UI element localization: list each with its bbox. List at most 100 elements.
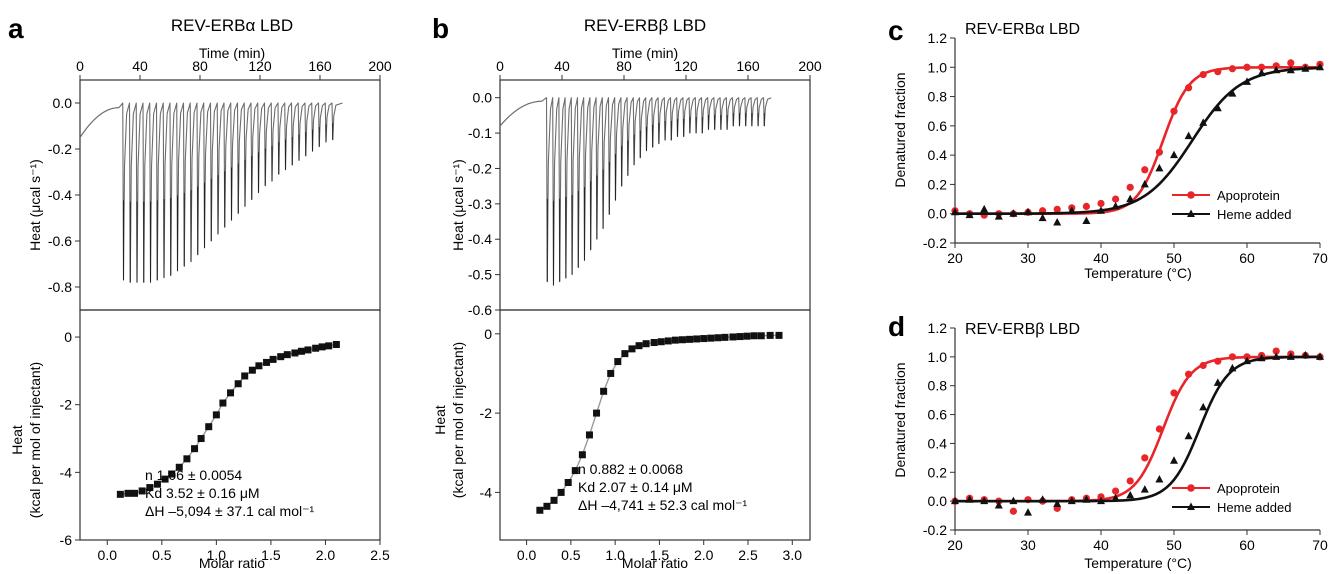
d-ytick-label: 1.0 <box>928 349 948 365</box>
c-point-heme <box>1155 163 1164 172</box>
b_bottom-data-point <box>628 345 636 353</box>
c-point-apoprotein <box>1126 183 1134 191</box>
b_bottom-data-point <box>635 342 643 350</box>
c-point-heme <box>1111 201 1120 210</box>
a_top-xtick-label: 40 <box>132 58 148 74</box>
a_bottom-data-point <box>212 411 220 419</box>
b_bottom-data-point <box>607 369 615 377</box>
b_bottom-data-point <box>729 333 737 341</box>
c-point-heme <box>1170 150 1178 159</box>
c-xtick-label: 70 <box>1312 250 1328 266</box>
b_top-baseline-trace <box>499 100 542 127</box>
c-point-heme <box>951 207 959 216</box>
d-point-heme <box>965 495 974 503</box>
panel-a-annot-n: n 1.06 ± 0.0054 <box>145 467 242 483</box>
d-xtick-label: 60 <box>1239 537 1255 553</box>
b_bottom-data-point <box>775 331 783 339</box>
panel-a-annot-dh: ΔH –5,094 ± 37.1 cal mol⁻¹ <box>145 503 315 519</box>
d-point-apoprotein <box>1228 353 1236 361</box>
d-point-apoprotein <box>1185 370 1193 378</box>
c-point-heme <box>1228 89 1237 97</box>
a_bottom-xtick-label: 0.5 <box>152 547 172 563</box>
a_bottom-data-point <box>269 355 277 363</box>
d-legend-apo-marker <box>1187 484 1195 492</box>
d-point-heme <box>1009 496 1018 505</box>
d-point-heme <box>1155 475 1164 483</box>
b_bottom-ytick-label: 0 <box>484 326 492 342</box>
d-point-apoprotein <box>1009 507 1018 515</box>
b_top-injection-trace <box>541 97 772 286</box>
b_bottom-data-point <box>657 338 665 346</box>
b_bottom-xtick-label: 3.0 <box>783 547 803 563</box>
b_bottom-data-point <box>707 334 715 342</box>
a_bottom-data-point <box>124 489 132 497</box>
a_bottom-xtick-label: 0.0 <box>98 547 118 563</box>
b_bottom-data-point <box>621 350 629 358</box>
d-xtick-label: 20 <box>947 537 963 553</box>
d-ytick-label: 0.6 <box>928 407 948 423</box>
a_bottom-ytick-label: -4 <box>60 464 73 480</box>
panel-d-legend-apo: Apoprotein <box>1217 481 1280 496</box>
a_bottom-data-point <box>153 480 161 488</box>
d-point-heme <box>1213 378 1222 386</box>
panel-b-title: REV-ERBβ LBD <box>584 16 706 35</box>
panel-a-annot-kd: Kd 3.52 ± 0.16 μM <box>145 485 260 501</box>
c-point-heme <box>1257 68 1266 77</box>
c-point-heme <box>1097 206 1105 214</box>
b_top-xtick-label: 120 <box>674 58 698 74</box>
c-ytick-label: 0.6 <box>928 118 948 134</box>
c-point-heme <box>1316 62 1324 71</box>
a_bottom-xtick-label: 1.0 <box>207 547 227 563</box>
b_bottom-ytick-label: -2 <box>480 405 493 421</box>
d-point-apoprotein <box>1170 389 1178 397</box>
panel-a-molar-label: Molar ratio <box>199 555 265 571</box>
b_bottom-data-point <box>743 332 751 340</box>
panel-a-bottom-ylabel-1: Heat <box>9 425 25 455</box>
a_bottom-data-point <box>304 346 312 354</box>
c-point-heme <box>965 210 974 219</box>
c-point-apoprotein <box>1053 205 1061 213</box>
b_bottom-data-point <box>686 335 694 343</box>
panel-d-title: REV-ERBβ LBD <box>965 321 1080 338</box>
a_bottom-data-point <box>277 353 285 361</box>
c-point-apoprotein <box>1214 68 1222 76</box>
d-point-heme <box>951 496 959 505</box>
b_bottom-data-point <box>600 387 608 395</box>
a_bottom-data-point <box>161 475 169 483</box>
c-point-heme <box>1272 65 1281 74</box>
c-ytick-label: 0.8 <box>928 89 948 105</box>
b_top-xtick-label: 40 <box>554 58 570 74</box>
b_top-ytick-label: -0.4 <box>468 231 492 247</box>
c-point-heme <box>1199 118 1208 126</box>
d-point-heme <box>1140 485 1149 493</box>
c-xtick-label: 30 <box>1020 250 1036 266</box>
d-point-apoprotein <box>1199 361 1207 370</box>
d-point-apoprotein <box>1155 425 1163 433</box>
panel-c-ylabel: Denatured fraction <box>892 72 908 187</box>
a_bottom-xtick-label: 2.0 <box>316 547 336 563</box>
d-point-heme <box>1286 352 1295 360</box>
panel-b-annot-kd: Kd 2.07 ± 0.14 μM <box>578 479 693 495</box>
b_bottom-data-point <box>664 337 672 345</box>
a_bottom-data-point <box>255 362 263 370</box>
a_bottom-data-point <box>283 351 291 359</box>
b_bottom-fit-curve <box>539 334 779 511</box>
d-xtick-label: 50 <box>1166 537 1182 553</box>
b_bottom-data-point <box>557 488 565 496</box>
a_bottom-data-point <box>168 470 176 478</box>
c-point-apoprotein <box>1141 166 1149 174</box>
c-point-heme <box>1140 179 1149 188</box>
b_bottom-data-point <box>671 336 679 344</box>
d-xtick-label: 70 <box>1312 537 1328 553</box>
a_bottom-plot-frame <box>79 309 381 541</box>
a_bottom-data-point <box>191 445 199 453</box>
d-point-heme <box>980 496 989 505</box>
panel-b-molar-label: Molar ratio <box>622 555 688 571</box>
panel-d-legend-heme: Heme added <box>1217 500 1291 515</box>
a_bottom-data-point <box>248 366 256 374</box>
b_bottom-data-point <box>642 340 650 348</box>
b_top-ytick-label: -0.5 <box>468 267 492 283</box>
a_bottom-ytick-label: -6 <box>60 532 73 548</box>
b_bottom-data-point <box>650 339 658 347</box>
panel-d-xlabel: Temperature (°C) <box>1084 555 1192 571</box>
